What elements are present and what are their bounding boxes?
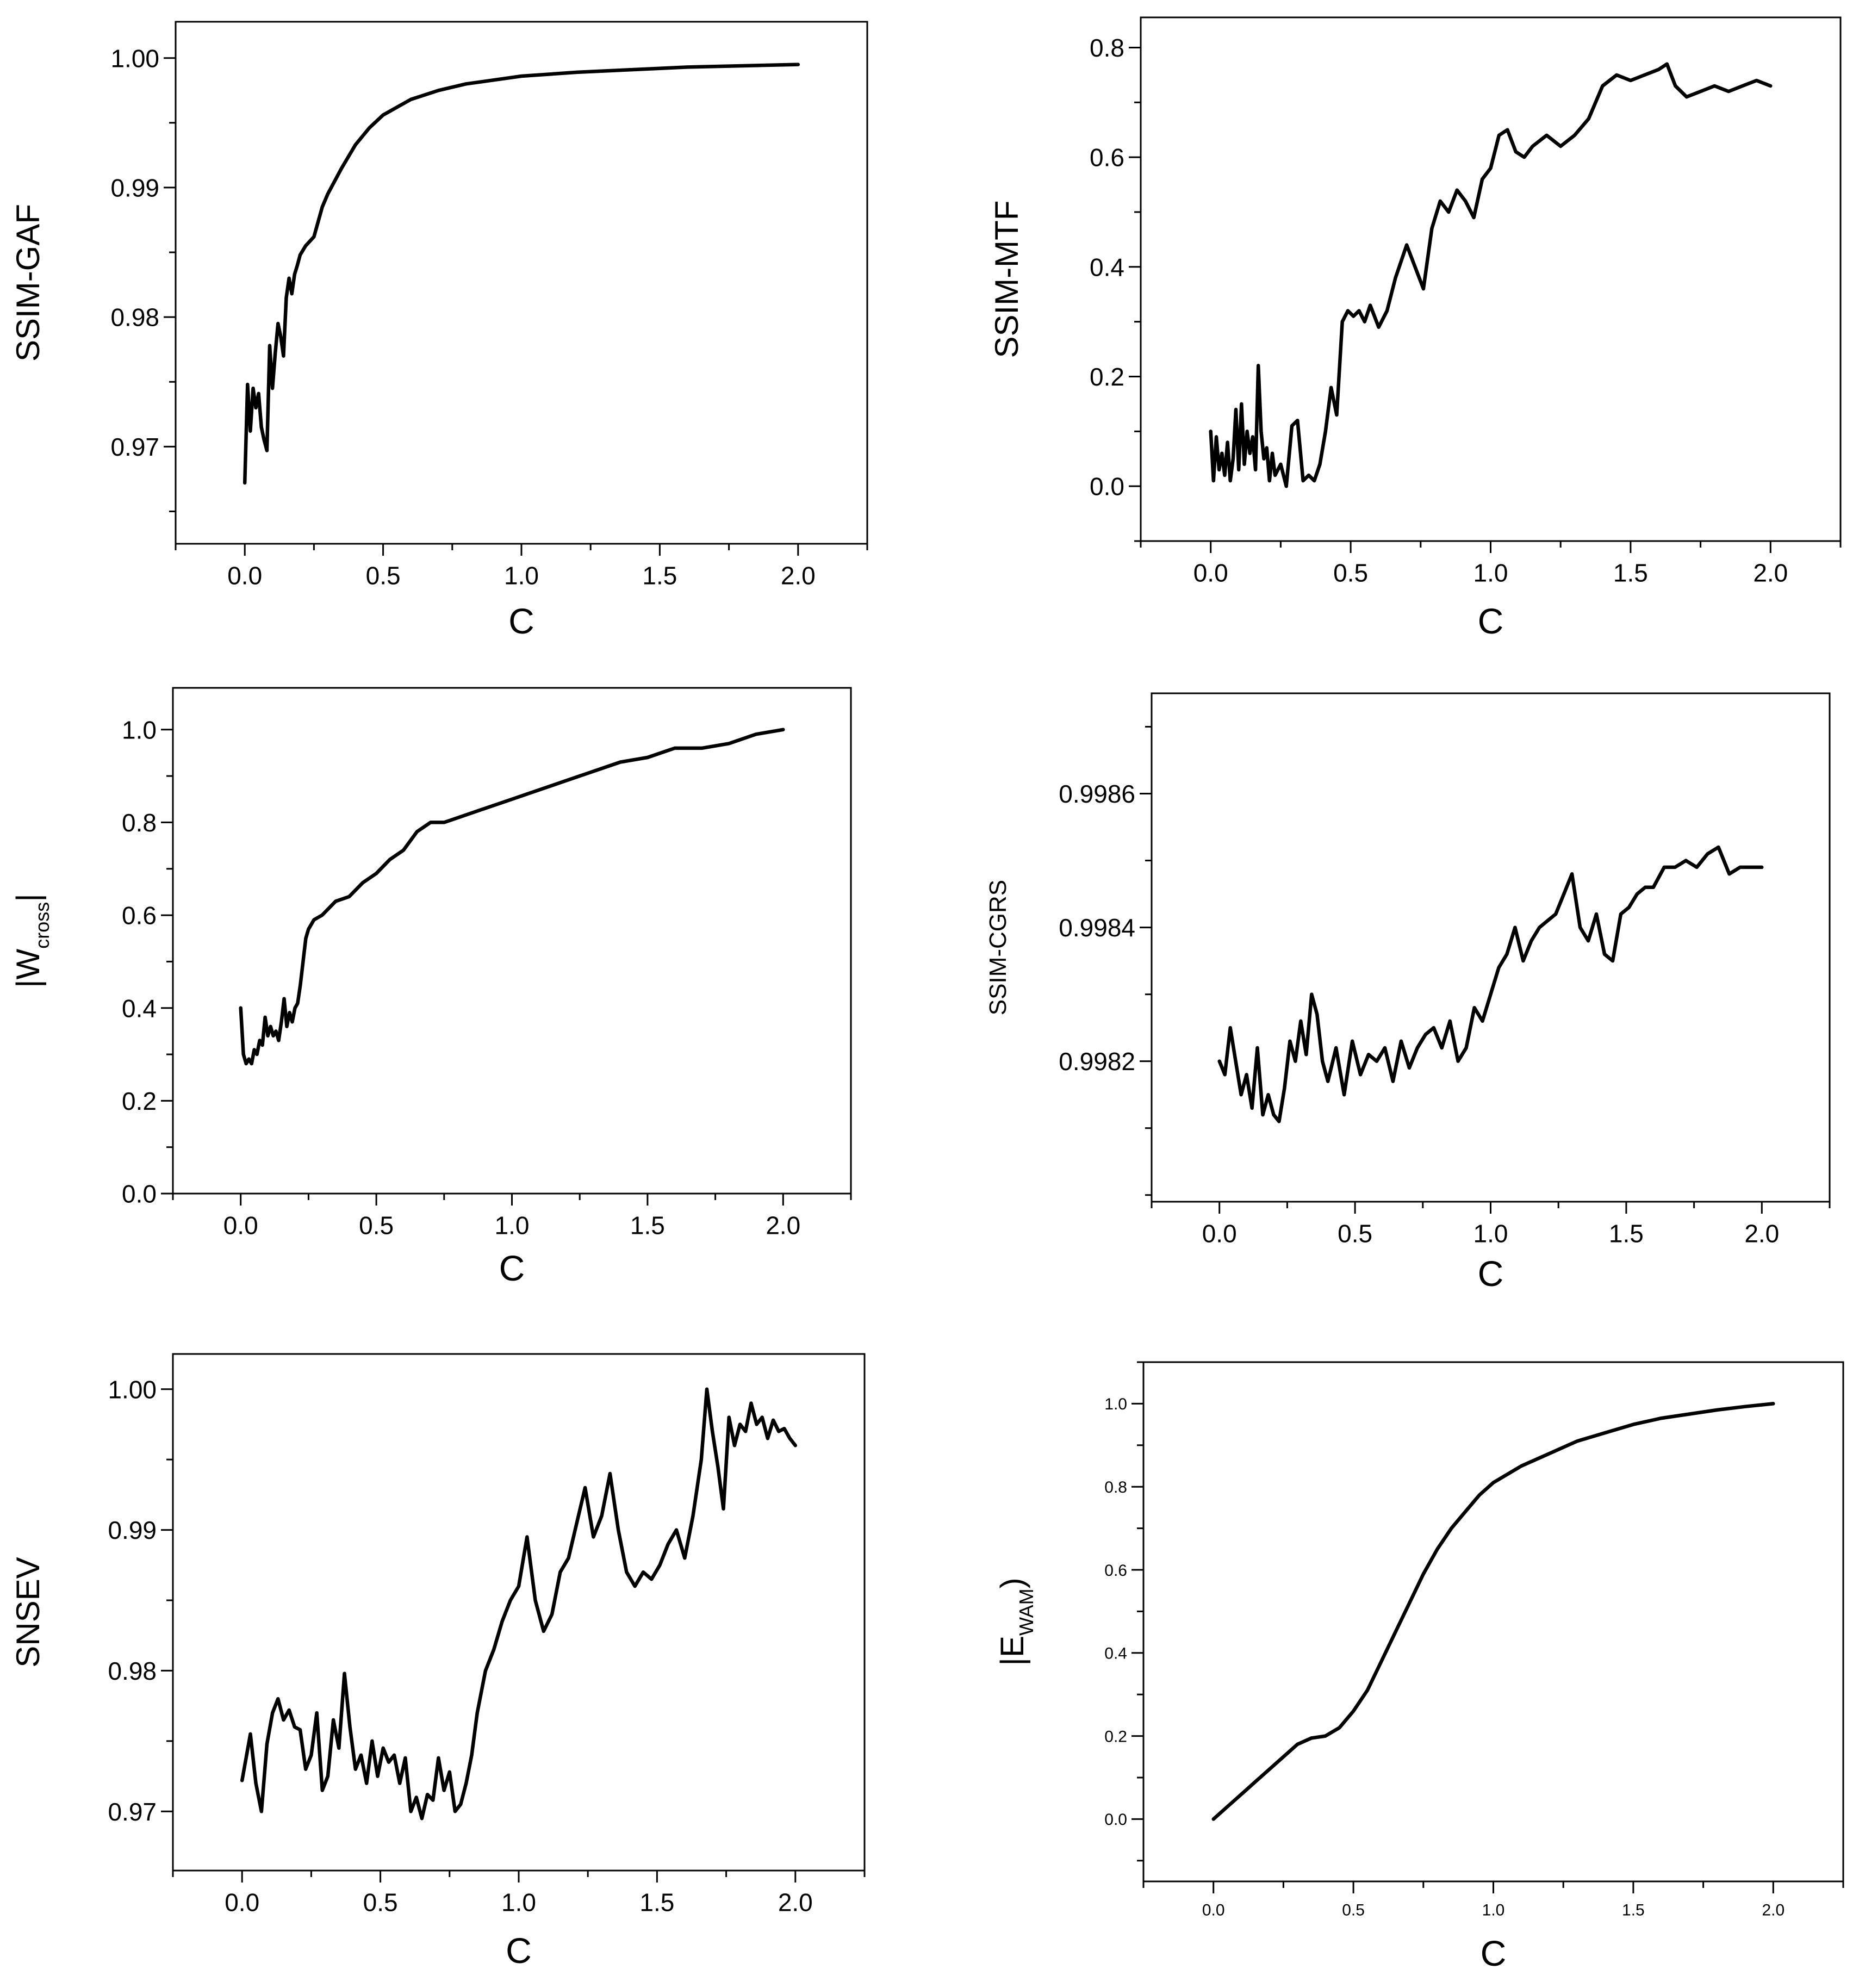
x-tick-label: 0.5 [1338,1220,1372,1248]
x-axis-label: C [1478,1253,1504,1294]
series-line [1217,845,1764,1123]
x-tick-label: 1.0 [1473,1220,1508,1248]
series-line [1211,1402,1775,1821]
y-axis-label-subscript: cross [31,902,53,949]
y-tick-label: 0.98 [108,1657,157,1685]
y-tick-label: 1.0 [122,716,157,744]
y-axis-label: SSIM-MTF [988,201,1025,358]
y-tick-label: 0.0 [1104,1811,1127,1829]
y-tick-label: 0.97 [108,1798,157,1826]
y-tick-label: 1.0 [1104,1395,1127,1413]
y-tick-label: 0.6 [1090,144,1124,172]
y-axis-label: |Wcross| [10,893,53,988]
y-axis-label-subscript: WAM [1015,1588,1037,1636]
x-tick-label: 1.5 [630,1212,665,1240]
y-tick-label: 0.2 [122,1087,157,1115]
y-axis-label-main: |E [994,1636,1030,1666]
x-tick-label: 0.0 [223,1212,258,1240]
x-tick-label: 1.5 [1609,1220,1644,1248]
y-tick-label: 0.4 [1104,1645,1127,1663]
y-axis-label-main: SSIM-MTF [988,201,1025,358]
y-tick-label: 0.4 [1090,253,1124,281]
x-tick-label: 0.5 [1333,559,1368,587]
x-tick-label: 0.0 [1202,1902,1225,1919]
y-axis-label: SSIM-GAF [10,204,46,362]
series-line [1209,62,1773,488]
x-tick-label: 1.0 [1473,559,1508,587]
x-tick-label: 0.5 [359,1212,394,1240]
y-axis-label-main: SSIM-GAF [10,204,46,362]
y-tick-label: 0.0 [122,1180,157,1208]
x-axis-label: C [506,1930,532,1971]
y-tick-label: 0.99 [110,173,159,202]
y-tick-label: 0.9984 [1059,914,1135,942]
x-tick-label: 2.0 [1744,1220,1779,1248]
x-tick-label: 2.0 [1762,1902,1785,1919]
y-axis-label: SSIM-CGRS [985,880,1011,1015]
y-axis-label: SNSEV [10,1557,46,1667]
x-tick-label: 2.0 [778,1888,813,1917]
y-axis-label-main: SNSEV [10,1557,46,1667]
y-tick-label: 0.2 [1090,363,1124,391]
y-tick-label: 0.98 [110,303,159,332]
x-tick-label: 0.0 [1202,1220,1237,1248]
y-tick-label: 0.9982 [1059,1047,1135,1076]
y-tick-label: 0.8 [1090,34,1124,62]
y-axis-label-main: |W [10,948,46,988]
x-tick-label: 2.0 [766,1212,800,1240]
y-axis-label-suffix: ) [994,1577,1030,1588]
y-tick-label: 0.4 [122,994,157,1022]
x-tick-label: 2.0 [781,562,816,590]
series-line [243,63,800,485]
y-tick-label: 0.9986 [1059,780,1135,808]
y-tick-label: 0.8 [1104,1478,1127,1496]
x-tick-label: 1.0 [1482,1902,1505,1919]
y-tick-label: 0.6 [1104,1562,1127,1580]
x-tick-label: 0.5 [1342,1902,1365,1919]
x-axis-label: C [1481,1933,1507,1973]
y-tick-label: 1.00 [110,44,159,72]
x-tick-label: 1.0 [495,1212,530,1240]
x-axis-label: C [1478,601,1504,641]
x-tick-label: 0.0 [225,1888,259,1917]
x-tick-label: 0.5 [366,562,401,590]
x-tick-label: 1.5 [639,1888,674,1917]
x-tick-label: 2.0 [1753,559,1788,587]
x-tick-label: 1.0 [504,562,539,590]
plot-panel-p3: 0.0 0.5 1.0 1.5 2.0 0.0 0.2 0.4 0.6 0.8 1.0 C |Wcros… [10,687,852,1288]
plot-panel-p5: 0.0 0.5 1.0 1.5 2.0 0.97 0.98 0.99 1.00 C SNSEV [10,1353,866,1971]
x-tick-label: 1.5 [1613,559,1648,587]
x-tick-label: 0.5 [363,1888,398,1917]
plot-panel-p4: 0.0 0.5 1.0 1.5 2.0 0.9982 0.9984 0.9986 C SSIM-C… [985,692,1831,1294]
y-tick-label: 0.8 [122,809,157,837]
y-tick-label: 0.97 [110,433,159,461]
plot-panel-p2: 0.0 0.5 1.0 1.5 2.0 0.0 0.2 0.4 0.6 0.8 C SSIM-MTF [988,16,1842,641]
y-tick-label: 0.2 [1104,1728,1127,1745]
y-tick-label: 0.0 [1090,473,1124,501]
y-axis-label-main: SSIM-CGRS [985,880,1011,1015]
x-axis-label: C [499,1248,525,1288]
y-tick-label: 0.6 [122,902,157,930]
plot-panel-p1: 0.0 0.5 1.0 1.5 2.0 0.97 0.98 0.99 1.00 C SSIM-GAF [10,21,868,641]
x-tick-label: 0.0 [1193,559,1228,587]
y-axis-label-suffix: | [10,893,46,902]
y-axis-label: |EWAM) [994,1577,1037,1666]
y-tick-label: 1.00 [108,1375,157,1403]
x-tick-label: 1.5 [642,562,677,590]
plot-panel-p6: 0.0 0.5 1.0 1.5 2.0 0.0 0.2 0.4 0.6 0.8 1.0 C |EWAM) [994,1361,1844,1973]
series-line [240,1387,798,1821]
x-tick-label: 1.5 [1622,1902,1645,1919]
y-tick-label: 0.99 [108,1516,157,1544]
series-line [239,728,785,1066]
x-axis-label: C [508,601,534,641]
x-tick-label: 1.0 [501,1888,536,1917]
x-tick-label: 0.0 [227,562,262,590]
